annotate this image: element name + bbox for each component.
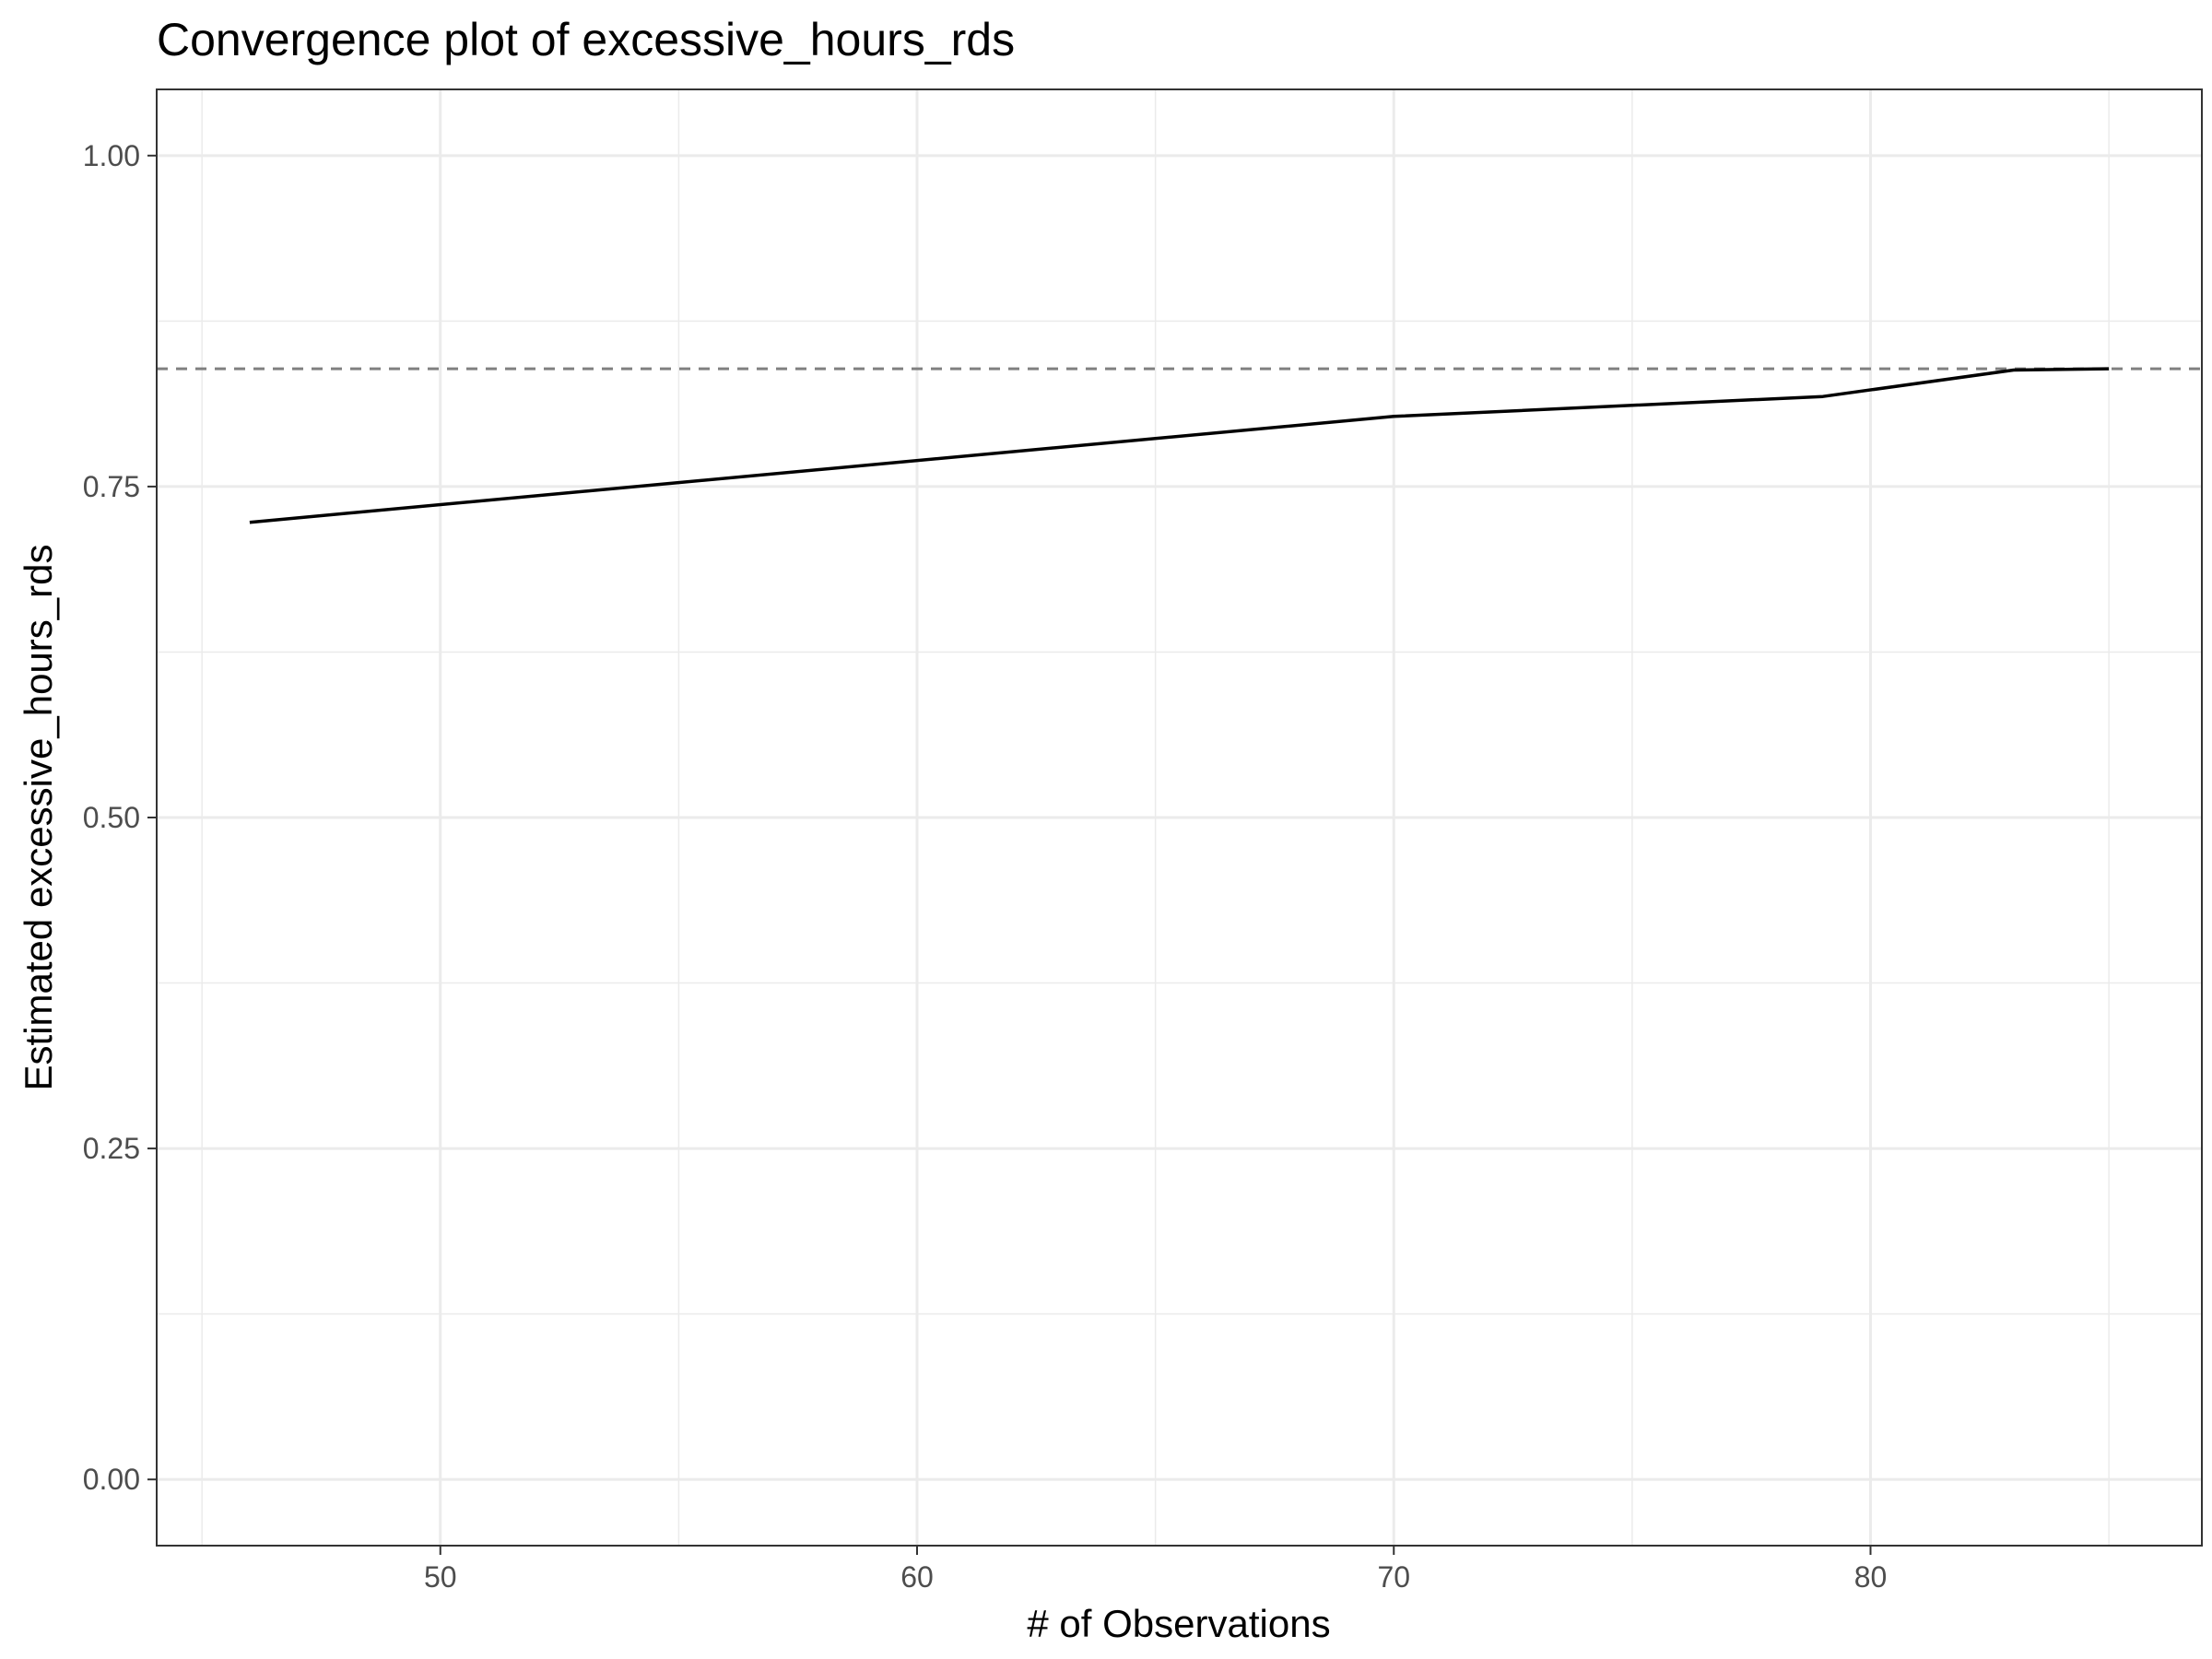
y-tick-label: 0.00 — [83, 1463, 140, 1496]
x-tick-label: 70 — [1377, 1560, 1410, 1594]
y-axis-title: Estimated excessive_hours_rds — [17, 545, 60, 1091]
y-tick-label: 0.50 — [83, 801, 140, 834]
grid — [157, 89, 2202, 1546]
axis-ticks: 0.00 0.25 0.50 0.75 1.00 50 60 70 80 — [83, 139, 1888, 1594]
x-tick-label: 80 — [1854, 1560, 1888, 1594]
y-tick-label: 0.75 — [83, 470, 140, 503]
y-tick-label: 0.25 — [83, 1132, 140, 1165]
x-tick-label: 60 — [900, 1560, 934, 1594]
series-line — [249, 367, 2110, 524]
x-tick-label: 50 — [424, 1560, 457, 1594]
plot-data — [157, 367, 2202, 524]
chart-title: Convergence plot of excessive_hours_rds — [157, 14, 1015, 65]
y-tick-label: 1.00 — [83, 139, 140, 172]
x-axis-title: # of Observations — [1027, 1602, 1330, 1645]
